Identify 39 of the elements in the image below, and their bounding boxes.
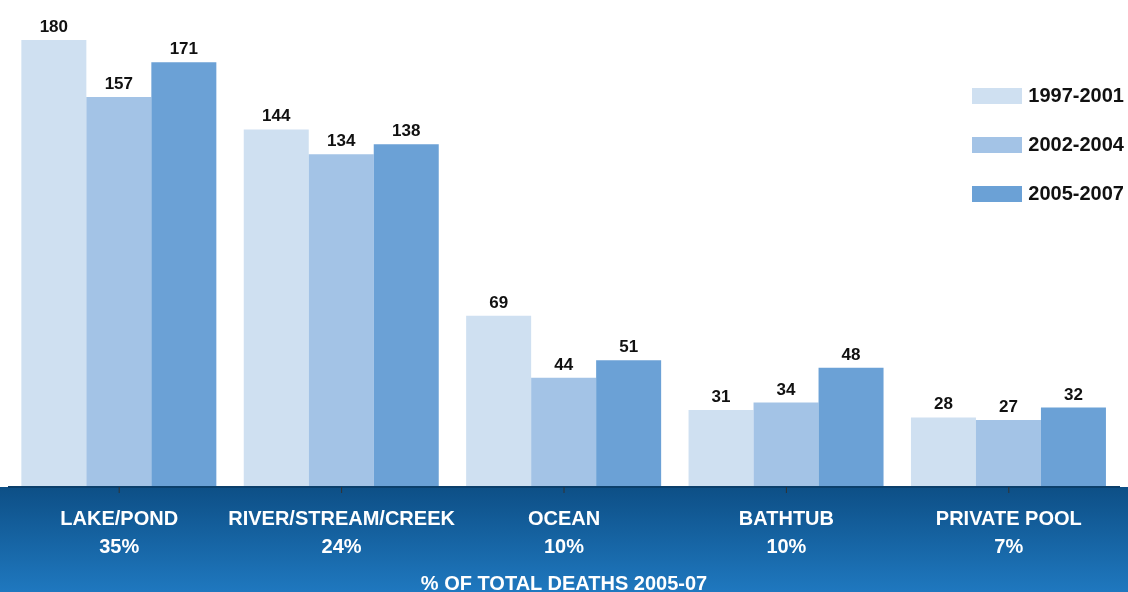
bar xyxy=(531,377,597,487)
bar xyxy=(910,417,976,487)
data-label: 138 xyxy=(392,121,421,141)
x-tick-label: OCEAN 10% xyxy=(527,507,601,557)
data-label: 31 xyxy=(711,387,731,407)
bar xyxy=(21,40,87,487)
x-tick-label: RIVER/STREAM/CREEK 24% xyxy=(228,507,456,557)
data-label: 134 xyxy=(327,131,356,151)
bar xyxy=(1040,407,1106,487)
bar xyxy=(466,315,532,487)
data-label: 157 xyxy=(104,74,134,94)
data-label: 28 xyxy=(933,394,953,414)
bar xyxy=(373,144,439,487)
bar xyxy=(86,97,152,487)
bar xyxy=(688,410,754,487)
data-label: 171 xyxy=(169,39,199,59)
bar xyxy=(243,129,309,487)
data-label: 180 xyxy=(39,17,69,36)
data-label: 34 xyxy=(776,379,797,399)
bar xyxy=(753,402,819,487)
data-label: 51 xyxy=(619,337,639,357)
bar xyxy=(308,154,374,487)
legend-label: 1997-2001 xyxy=(1028,84,1124,107)
x-tick-label: PRIVATE POOL 7% xyxy=(935,507,1082,557)
bar xyxy=(975,419,1041,487)
data-label: 44 xyxy=(554,354,574,374)
data-label: 48 xyxy=(841,344,861,364)
x-tick-label: BATHTUB 10% xyxy=(738,507,834,557)
bar xyxy=(818,367,884,487)
x-tick-label: LAKE/POND 35% xyxy=(60,507,179,557)
data-label: 144 xyxy=(262,106,291,126)
legend-label: 2002-2004 xyxy=(1028,133,1124,156)
bar xyxy=(596,360,662,487)
bar xyxy=(151,62,217,487)
data-label: 32 xyxy=(1063,384,1083,404)
legend-label: 2005-2007 xyxy=(1028,182,1124,205)
x-axis-title: % OF TOTAL DEATHS 2005-07 xyxy=(420,572,708,592)
data-label: 69 xyxy=(489,292,509,312)
data-label: 27 xyxy=(998,396,1018,416)
